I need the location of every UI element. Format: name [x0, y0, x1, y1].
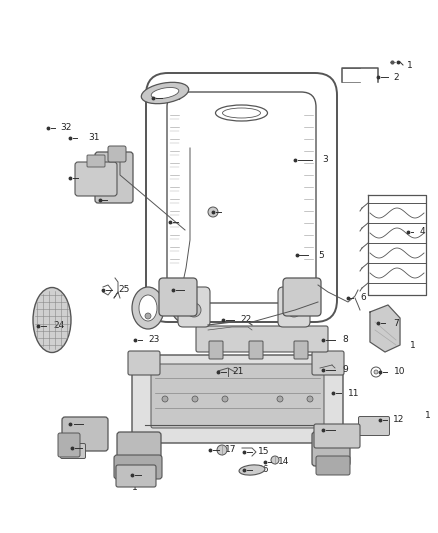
FancyBboxPatch shape [95, 152, 133, 203]
FancyBboxPatch shape [114, 455, 162, 479]
Text: 27: 27 [228, 207, 240, 216]
Text: 1: 1 [425, 410, 431, 419]
Ellipse shape [139, 295, 157, 321]
FancyBboxPatch shape [294, 341, 308, 359]
Text: 12: 12 [393, 416, 404, 424]
Circle shape [277, 396, 283, 402]
Text: 30: 30 [85, 174, 96, 182]
FancyBboxPatch shape [87, 155, 105, 167]
Circle shape [217, 445, 227, 455]
Text: 14: 14 [278, 457, 290, 466]
FancyBboxPatch shape [182, 107, 301, 288]
Circle shape [307, 396, 313, 402]
Circle shape [187, 303, 201, 317]
FancyBboxPatch shape [312, 432, 350, 466]
Text: 3: 3 [322, 156, 328, 165]
FancyBboxPatch shape [108, 146, 126, 162]
Ellipse shape [132, 287, 164, 329]
Circle shape [145, 313, 151, 319]
Text: 15: 15 [258, 448, 269, 456]
Circle shape [192, 396, 198, 402]
Text: 2: 2 [393, 72, 399, 82]
FancyBboxPatch shape [209, 341, 223, 359]
FancyBboxPatch shape [75, 162, 117, 196]
Circle shape [271, 456, 279, 464]
FancyBboxPatch shape [116, 465, 156, 487]
FancyBboxPatch shape [128, 351, 160, 375]
FancyBboxPatch shape [358, 416, 389, 435]
FancyBboxPatch shape [60, 443, 85, 458]
Text: 11: 11 [348, 389, 360, 398]
Text: 1: 1 [407, 61, 413, 69]
Text: 6: 6 [360, 294, 366, 303]
Text: 4: 4 [420, 228, 426, 237]
Text: 32: 32 [60, 124, 71, 133]
Text: 22: 22 [240, 316, 251, 325]
Text: 13: 13 [342, 425, 353, 434]
FancyBboxPatch shape [151, 364, 324, 428]
FancyBboxPatch shape [58, 433, 80, 457]
Text: 8: 8 [342, 335, 348, 344]
FancyBboxPatch shape [312, 351, 344, 375]
FancyBboxPatch shape [62, 417, 108, 451]
Ellipse shape [215, 105, 268, 121]
FancyBboxPatch shape [132, 355, 343, 443]
Text: 28: 28 [185, 217, 196, 227]
Circle shape [374, 370, 378, 374]
Ellipse shape [239, 465, 265, 475]
Circle shape [208, 207, 218, 217]
Text: 1: 1 [132, 483, 138, 492]
FancyBboxPatch shape [278, 287, 310, 327]
Text: 24: 24 [53, 321, 64, 330]
Text: 5: 5 [318, 251, 324, 260]
Ellipse shape [141, 82, 189, 104]
FancyBboxPatch shape [249, 341, 263, 359]
Text: 25: 25 [118, 286, 129, 295]
FancyBboxPatch shape [117, 432, 161, 470]
Text: 1: 1 [410, 342, 416, 351]
FancyBboxPatch shape [159, 278, 197, 316]
FancyBboxPatch shape [314, 424, 360, 448]
Text: 10: 10 [394, 367, 406, 376]
Ellipse shape [33, 287, 71, 352]
Text: 16: 16 [258, 465, 269, 474]
Text: 26: 26 [190, 286, 201, 295]
Text: 9: 9 [342, 366, 348, 375]
Polygon shape [370, 305, 400, 352]
Circle shape [287, 303, 301, 317]
Ellipse shape [151, 87, 179, 99]
Circle shape [222, 396, 228, 402]
Circle shape [162, 396, 168, 402]
Text: 29: 29 [113, 196, 124, 205]
FancyBboxPatch shape [196, 326, 328, 352]
FancyBboxPatch shape [283, 278, 321, 316]
FancyBboxPatch shape [178, 287, 210, 327]
Text: 20: 20 [96, 419, 107, 429]
Text: 17: 17 [225, 446, 237, 455]
Text: 7: 7 [393, 319, 399, 328]
Circle shape [371, 367, 381, 377]
Circle shape [177, 294, 193, 310]
FancyBboxPatch shape [316, 456, 350, 475]
Text: 18: 18 [148, 471, 159, 480]
Ellipse shape [170, 281, 200, 323]
Text: 23: 23 [148, 335, 159, 344]
Text: 19: 19 [88, 443, 99, 453]
Text: 31: 31 [88, 133, 99, 142]
Text: 21: 21 [232, 367, 244, 376]
Text: 33: 33 [170, 93, 181, 102]
